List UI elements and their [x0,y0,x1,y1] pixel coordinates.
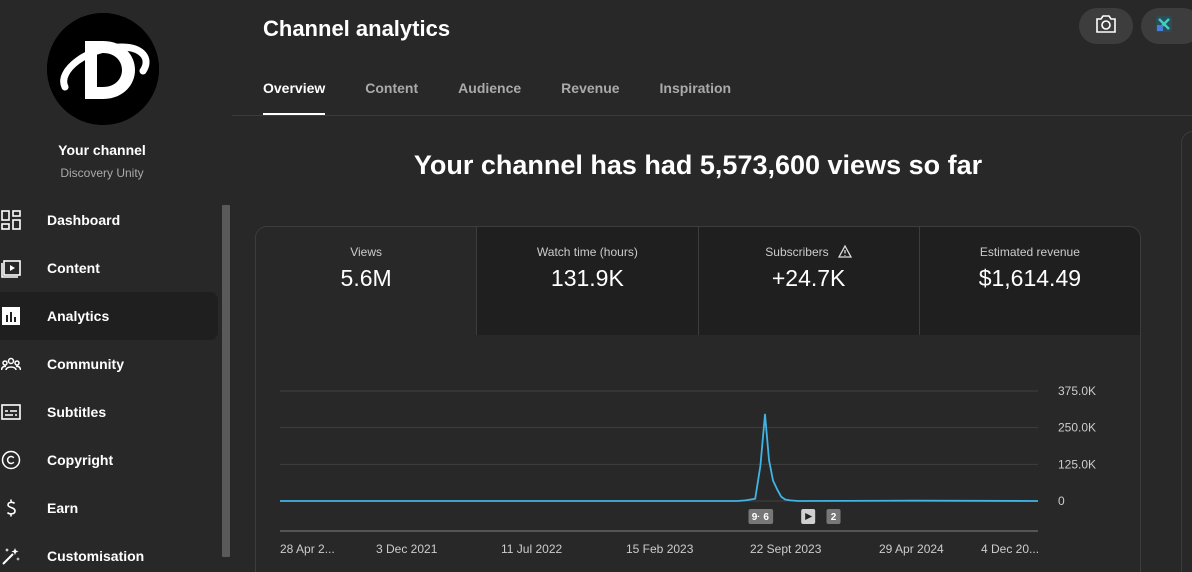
views-series-line [280,413,1039,502]
video-marker-badge[interactable]: 2 [826,509,841,524]
x-tick-label: 15 Feb 2023 [626,542,694,556]
metric-views[interactable]: Views 5.6M [256,227,477,335]
metric-value: $1,614.49 [978,265,1082,291]
x-tick-label: 11 Jul 2022 [501,542,562,556]
sidebar-item-label: Earn [47,500,79,516]
metric-label: Views [350,245,383,259]
sidebar-item-label: Content [47,260,100,276]
sidebar-item-analytics[interactable]: Analytics [0,292,218,340]
marker-badge [826,509,841,524]
side-panel [1181,131,1192,572]
marker-label: 2 [831,512,837,523]
marker-label: 9+ [752,512,764,523]
marker-badge [759,509,774,524]
x-tick-label: 3 Dec 2021 [376,542,438,556]
x-tick-label: 4 Dec 20... [981,542,1039,556]
channel-avatar[interactable] [47,13,159,125]
extension-icon [1154,14,1174,39]
video-marker-play[interactable] [801,509,816,524]
metric-value: 131.9K [550,265,624,291]
video-marker-badge[interactable]: 6 [759,509,774,524]
y-tick-label: 375.0K [1058,384,1096,398]
metric-value: +24.7K [771,265,846,291]
sidebar-item-copyright[interactable]: Copyright [0,436,218,484]
metric-label-wrap: Subscribers [699,244,919,261]
sidebar-nav: Dashboard Content Analytics Community Su… [0,196,218,572]
sidebar-item-label: Dashboard [47,212,121,228]
play-icon [805,513,813,520]
channel-logo-icon [47,13,159,125]
warning-icon[interactable] [837,244,853,261]
sidebar-scrollbar[interactable] [222,205,230,557]
metric-tabs: Views 5.6M Watch time (hours) 131.9K Sub… [256,227,1140,335]
tab-overview[interactable]: Overview [263,80,326,115]
camera-icon [1095,14,1117,39]
tab-content[interactable]: Content [365,80,419,96]
y-tick-label: 125.0K [1058,457,1096,471]
analytics-icon [0,305,22,327]
tab-audience[interactable]: Audience [458,80,522,96]
sidebar-item-subtitles[interactable]: Subtitles [0,388,218,436]
sidebar-item-earn[interactable]: Earn [0,484,218,532]
sidebar-item-community[interactable]: Community [0,340,218,388]
sidebar: Your channel Discovery Unity Dashboard C… [0,0,232,572]
channel-title: Your channel [58,142,146,158]
extension-button[interactable] [1141,8,1192,44]
metric-label: Estimated revenue [979,245,1080,259]
tabs-divider [232,115,1192,116]
channel-name: Discovery Unity [60,166,144,180]
sidebar-item-label: Copyright [47,452,114,468]
x-tick-label: 22 Sept 2023 [750,542,822,556]
x-tick-label: 28 Apr 2... [280,542,335,556]
y-tick-label: 0 [1058,494,1065,508]
metric-revenue[interactable]: Estimated revenue $1,614.49 [918,227,1140,335]
views-headline: Your channel has had 5,573,600 views so … [413,150,983,180]
sidebar-item-label: Subtitles [47,404,107,420]
overview-card: Views 5.6M Watch time (hours) 131.9K Sub… [255,226,1141,572]
tab-revenue[interactable]: Revenue [561,80,620,96]
x-tick-label: 29 Apr 2024 [879,542,944,556]
customisation-icon [0,545,22,567]
tab-inspiration[interactable]: Inspiration [659,80,732,96]
page-title: Channel analytics [263,16,451,41]
views-line-chart[interactable]: 375.0K 250.0K 125.0K 0 28 Apr 2... 3 Dec 2021… [256,335,1140,572]
sidebar-item-label: Customisation [47,548,145,564]
content-icon [0,257,22,279]
sidebar-item-label: Analytics [47,308,110,324]
community-icon [0,353,22,375]
copyright-icon [0,449,22,471]
metric-watch-time[interactable]: Watch time (hours) 131.9K [476,227,698,335]
metric-label: Watch time (hours) [536,245,638,259]
sidebar-item-content[interactable]: Content [0,244,218,292]
dashboard-icon [0,209,22,231]
tab-bar: Overview Content Audience Revenue Inspir… [263,80,771,115]
metric-label: Subscribers [765,245,829,259]
y-tick-label: 250.0K [1058,421,1096,435]
marker-label: 6 [763,512,769,523]
sidebar-item-customisation[interactable]: Customisation [0,532,218,572]
metric-subscribers[interactable]: Subscribers +24.7K [697,227,919,335]
earn-icon [0,497,22,519]
sidebar-item-dashboard[interactable]: Dashboard [0,196,218,244]
subtitles-icon [0,401,22,423]
camera-button[interactable] [1079,8,1133,44]
sidebar-item-label: Community [47,356,124,372]
metric-value: 5.6M [340,265,392,291]
